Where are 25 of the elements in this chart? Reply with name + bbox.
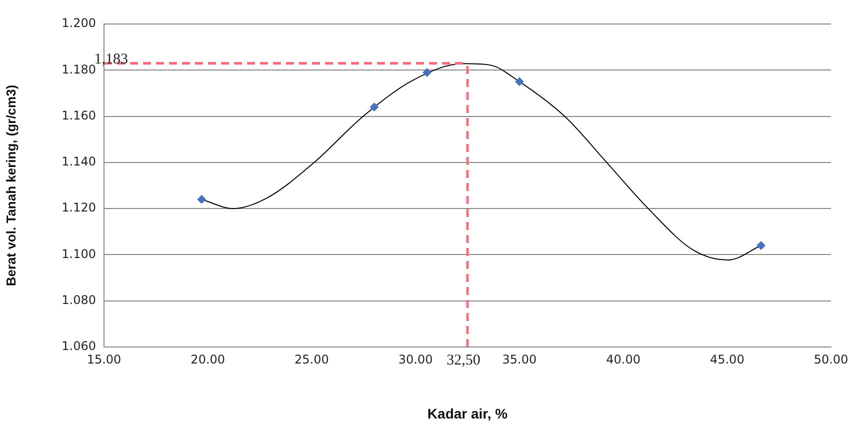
- point: [422, 68, 432, 77]
- point: [756, 240, 766, 250]
- x-tick-label: 30.00: [398, 352, 433, 366]
- y-tick-label: 1.180: [62, 62, 96, 76]
- y-tick-label: 1.100: [62, 246, 96, 261]
- x-tick-label: 40.00: [606, 352, 640, 366]
- x-tick-label: 25.00: [294, 352, 329, 366]
- point: [197, 194, 206, 204]
- y-tick-label: 1.140: [62, 154, 96, 169]
- y-tick-label: 1.120: [62, 200, 96, 215]
- y-tick-label: 1.080: [62, 292, 96, 307]
- ref-line-label: 1,183: [94, 52, 128, 68]
- ref-line-label: 32,50: [446, 352, 480, 368]
- x-tick-label: 50.00: [814, 352, 848, 366]
- y-tick-label: 1.160: [62, 108, 96, 122]
- x-tick-label: 20.00: [190, 352, 226, 366]
- x-axis-title: Kadar air, %: [427, 405, 508, 422]
- y-tick-label: 1.060: [62, 339, 96, 354]
- x-tick-label: 45.00: [710, 352, 744, 366]
- point: [370, 102, 379, 112]
- x-tick-label: 15.00: [86, 352, 122, 366]
- point: [514, 77, 524, 86]
- y-axis-title: Berat vol. Tanah kering, (gr/cm3): [3, 84, 18, 286]
- x-tick-label: 35.00: [502, 352, 537, 366]
- y-tick-label: 1.200: [62, 16, 96, 30]
